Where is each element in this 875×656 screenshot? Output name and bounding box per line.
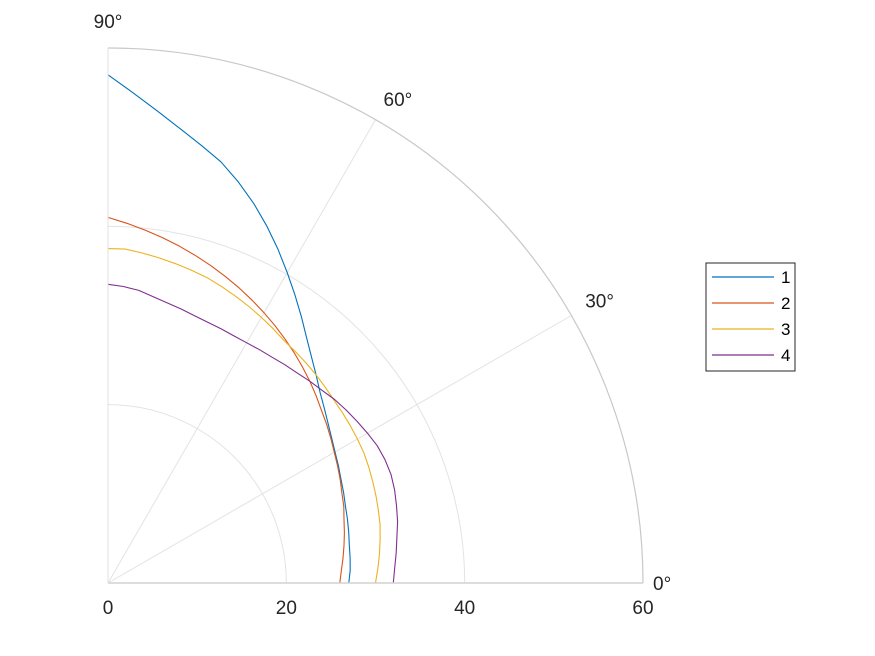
r-tick-label: 60 xyxy=(632,598,653,619)
grid-spoke-60 xyxy=(107,119,376,584)
grid-spoke-30 xyxy=(107,315,572,584)
grid-arc-r20 xyxy=(107,404,287,584)
polar-axes xyxy=(107,47,644,584)
tick-labels: 0 20 40 600° 30° 60° 90° xyxy=(94,12,672,619)
r-tick-label: 40 xyxy=(454,598,475,619)
legend[interactable]: 1 2 3 4 xyxy=(705,262,796,372)
r-tick-label: 0 xyxy=(103,598,114,619)
grid-arc-r40 xyxy=(107,225,466,584)
series-line-1 xyxy=(107,74,351,584)
legend-box xyxy=(705,262,796,372)
series-line-4 xyxy=(107,283,399,584)
legend-label-1: 1 xyxy=(781,268,790,287)
theta-tick-label: 0° xyxy=(653,574,671,595)
theta-tick-label: 30° xyxy=(585,292,614,313)
legend-label-3: 3 xyxy=(781,320,790,339)
legend-label-4: 4 xyxy=(781,346,790,365)
r-tick-label: 20 xyxy=(276,598,297,619)
theta-tick-label: 90° xyxy=(94,12,123,33)
series-layer xyxy=(107,74,399,584)
polar-grid xyxy=(107,119,572,584)
legend-label-2: 2 xyxy=(781,294,790,313)
outer-arc xyxy=(107,47,644,584)
series-line-3 xyxy=(107,248,381,584)
series-line-2 xyxy=(107,216,345,584)
theta-tick-label: 60° xyxy=(384,90,413,111)
